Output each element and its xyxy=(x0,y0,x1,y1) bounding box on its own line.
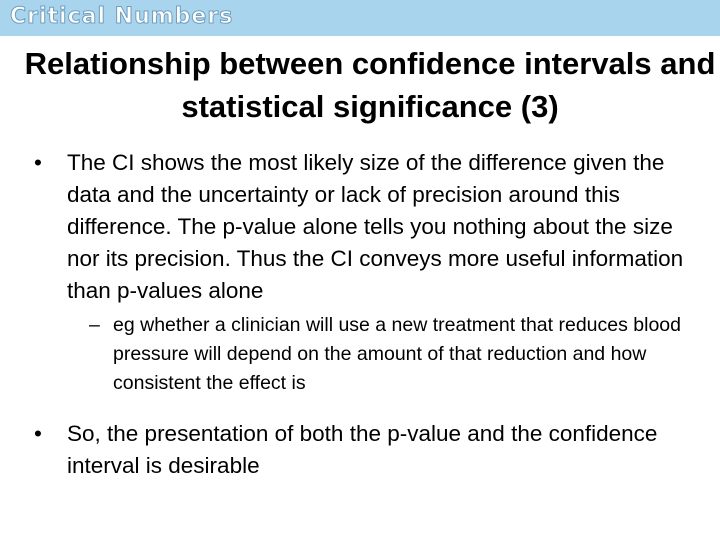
sub-bullet-text: eg whether a clinician will use a new tr… xyxy=(113,314,681,394)
slide-title: Relationship between confidence interval… xyxy=(24,46,716,124)
sub-bullet: – eg whether a clinician will use a new … xyxy=(89,311,693,398)
bullet-marker: • xyxy=(34,421,42,446)
bullet-marker: • xyxy=(34,150,42,175)
bullet-text: So, the presentation of both the p-value… xyxy=(67,421,658,478)
brand: Critical Numbers xyxy=(9,4,234,30)
header-bar: Critical Numbers xyxy=(0,0,720,36)
sub-bullet-marker: – xyxy=(89,314,100,336)
bullet: • The CI shows the most likely size of t… xyxy=(34,147,692,307)
bullet-text: The CI shows the most likely size of the… xyxy=(67,150,684,303)
bullet: • So, the presentation of both the p-val… xyxy=(34,418,667,482)
